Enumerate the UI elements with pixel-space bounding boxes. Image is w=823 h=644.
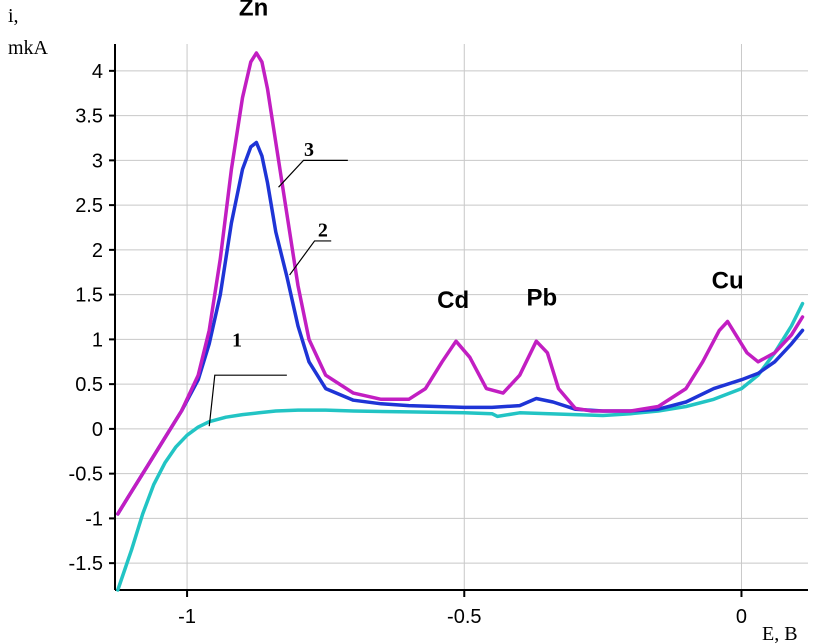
curve-leader-line	[289, 240, 332, 276]
series-line-2	[116, 140, 805, 516]
x-axis-label: E, B	[762, 623, 798, 644]
annotations: 1 2 3 Zn Cd Pb Cu	[208, 0, 744, 427]
grid-lines	[115, 44, 808, 590]
axes: 4 3.5 3 2.5 2 1.5 1 0.5 0 -0.5 -1 -1.5 -1 -0.5 0	[69, 44, 808, 628]
y-tick-label: 2	[92, 240, 103, 262]
series-line-1	[116, 301, 805, 592]
axis-labels: i, mkA E, B	[8, 5, 798, 644]
y-axis-label-unit: mkA	[8, 37, 49, 59]
y-tick-label: 1.5	[75, 285, 103, 307]
y-tick-label: 3.5	[75, 106, 103, 128]
x-tick-label: -1	[178, 606, 196, 628]
series-line-3	[116, 51, 805, 516]
y-tick-label: 0	[92, 419, 103, 441]
y-tick-label: 4	[92, 61, 103, 83]
y-tick-label: -1	[85, 508, 103, 530]
x-tick-label: 0	[736, 606, 747, 628]
curve-leader-line	[208, 374, 287, 427]
curve-label: 2	[318, 219, 328, 241]
y-axis-label-symbol: i,	[8, 5, 19, 27]
y-tick-label: 2.5	[75, 195, 103, 217]
y-tick-label: 3	[92, 150, 103, 172]
curve-label: 3	[304, 139, 314, 161]
x-tick-label: -0.5	[447, 606, 481, 628]
y-tick-label: -0.5	[69, 464, 103, 486]
data-series	[116, 51, 805, 592]
peak-label: Cd	[437, 287, 469, 314]
curve-leader-line	[278, 159, 348, 188]
peak-label: Pb	[527, 284, 558, 311]
y-tick-label: -1.5	[69, 553, 103, 575]
y-tick-label: 1	[92, 329, 103, 351]
y-tick-label: 0.5	[75, 374, 103, 396]
peak-label: Cu	[712, 267, 744, 294]
curve-label: 1	[232, 330, 242, 352]
peak-label: Zn	[239, 0, 268, 21]
